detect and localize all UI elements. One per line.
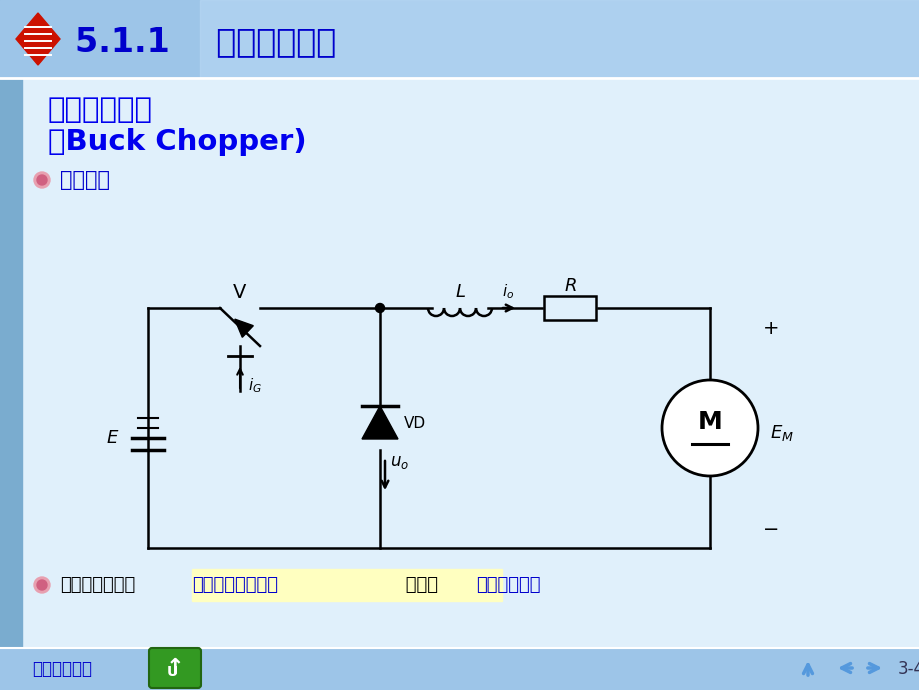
- Text: $E$: $E$: [107, 429, 119, 447]
- Bar: [0, 648, 919, 690]
- Text: $+$: $+$: [761, 319, 777, 337]
- Bar: [0, 0, 919, 78]
- Circle shape: [34, 172, 50, 188]
- Text: 也可带: 也可带: [400, 576, 437, 594]
- Bar: [543, 296, 596, 320]
- Text: VD: VD: [403, 415, 425, 431]
- Text: M: M: [697, 410, 721, 434]
- Text: $u_o$: $u_o$: [390, 453, 409, 471]
- Bar: [22, 78, 919, 648]
- Circle shape: [375, 304, 384, 313]
- Text: 蓄电池负载。: 蓄电池负载。: [475, 576, 540, 594]
- Circle shape: [662, 380, 757, 476]
- Bar: [199, 0, 919, 78]
- Bar: [192, 569, 502, 601]
- Polygon shape: [234, 319, 253, 337]
- Text: 5.1.1    降压斩波电路: 5.1.1 降压斩波电路: [75, 26, 335, 59]
- Text: 拖动直流电动机，: 拖动直流电动机，: [192, 576, 278, 594]
- Circle shape: [37, 175, 47, 185]
- Circle shape: [37, 580, 47, 590]
- FancyBboxPatch shape: [149, 648, 200, 688]
- Text: $R$: $R$: [563, 277, 576, 295]
- Text: V: V: [233, 284, 246, 302]
- Text: U: U: [166, 665, 177, 679]
- Bar: [0, 0, 22, 690]
- Text: $i_o$: $i_o$: [502, 283, 514, 302]
- Text: $i_G$: $i_G$: [248, 377, 262, 395]
- Text: 电力电子技术: 电力电子技术: [32, 660, 92, 678]
- Text: 降压斩波电路: 降压斩波电路: [48, 96, 153, 124]
- Text: $E_M$: $E_M$: [769, 423, 793, 443]
- Text: ↑: ↑: [165, 658, 184, 678]
- Text: $L$: $L$: [454, 283, 465, 301]
- Polygon shape: [16, 13, 60, 65]
- Text: 典型用途之一是: 典型用途之一是: [60, 576, 135, 594]
- Polygon shape: [361, 406, 398, 439]
- Text: （Buck Chopper): （Buck Chopper): [48, 128, 306, 156]
- Circle shape: [34, 577, 50, 593]
- Text: 电路结构: 电路结构: [60, 170, 110, 190]
- Text: 3-4: 3-4: [897, 660, 919, 678]
- Text: $-$: $-$: [761, 518, 777, 538]
